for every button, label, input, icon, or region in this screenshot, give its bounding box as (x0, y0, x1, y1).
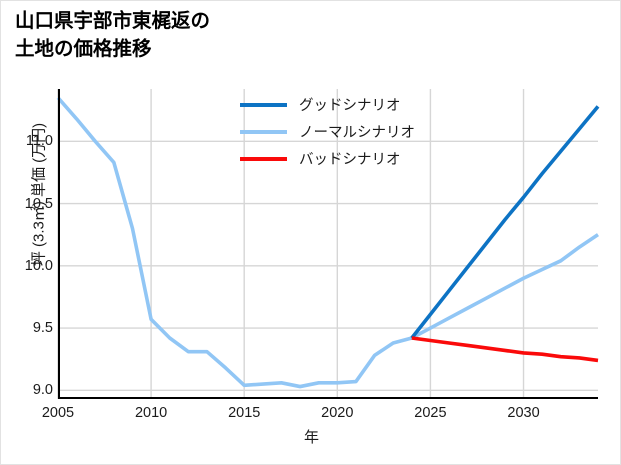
legend-item[interactable]: ノーマルシナリオ (240, 118, 440, 145)
chart-legend: グッドシナリオ ノーマルシナリオ バッドシナリオ (240, 91, 440, 172)
x-tick-label: 2010 (134, 405, 168, 421)
series-line-バッドシナリオ (411, 336, 599, 363)
y-tick-label: 11.0 (25, 133, 53, 150)
y-tick-label: 10.5 (24, 195, 53, 212)
series-lines (56, 96, 600, 389)
x-tick-label: 2015 (228, 405, 261, 421)
legend-label: バッドシナリオ (299, 152, 401, 168)
chart-title: 山口県宇部市東梶返の 土地の価格推移 (15, 10, 211, 60)
x-tick-label: 2005 (41, 405, 75, 421)
y-tick-label: 10.0 (24, 257, 53, 274)
y-axis-tick-labels: 9.0 9.5 10.0 10.5 11.0 (1, 89, 53, 399)
x-axis-label: 年 (303, 429, 319, 446)
legend-item[interactable]: グッドシナリオ (240, 91, 440, 118)
legend-color-swatch (240, 102, 287, 107)
x-tick-label: 2020 (321, 405, 354, 421)
y-tick-label: 9.5 (32, 320, 53, 337)
series-line-ノーマルシナリオ (56, 96, 600, 389)
x-axis-spine (58, 397, 598, 399)
legend-color-swatch (240, 156, 287, 161)
y-tick-label: 9.0 (32, 382, 53, 399)
x-tick-label: 2030 (507, 405, 540, 421)
legend-color-swatch (240, 129, 287, 134)
plot-area (56, 89, 600, 399)
legend-label: グッドシナリオ (299, 98, 401, 114)
legend-label: ノーマルシナリオ (299, 125, 415, 141)
x-tick-label: 2025 (414, 405, 447, 421)
legend-item[interactable]: バッドシナリオ (240, 145, 440, 172)
series-line-グッドシナリオ (410, 105, 600, 340)
y-axis-spine (58, 89, 60, 399)
x-axis-tick-labels: 2005 2010 2015 2020 2025 2030 (42, 405, 598, 427)
